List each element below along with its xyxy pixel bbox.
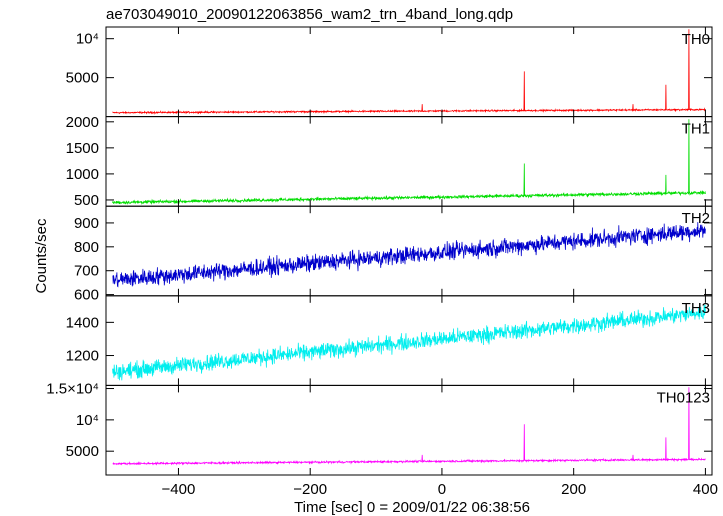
panel-frame: [105, 205, 713, 297]
y-tick-label: 1200: [66, 348, 99, 365]
panel-label-th0: TH0: [682, 31, 710, 48]
x-tick-label: 400: [693, 481, 718, 498]
x-tick-label: 0: [438, 481, 446, 498]
x-tick-label: −400: [162, 481, 196, 498]
y-tick-label: 1.5×10⁴: [46, 381, 99, 398]
x-tick-label: 200: [561, 481, 586, 498]
panel-label-th1: TH1: [682, 121, 710, 138]
x-axis-label: Time [sec] 0 = 2009/01/22 06:38:56: [294, 499, 530, 516]
panel-th0123: 5000 10⁴ 1.5×10⁴ TH0123: [46, 381, 713, 476]
series-line-th0: [112, 29, 706, 115]
panel-label-th3: TH3: [682, 300, 710, 317]
y-tick-label: 1400: [66, 314, 99, 331]
panel-label-th2: TH2: [682, 210, 710, 227]
y-tick-label: 1000: [66, 166, 99, 183]
panel-th2: 600 700 800 900 TH2: [74, 205, 713, 304]
panel-frame: [105, 295, 713, 386]
panel-label-th0123: TH0123: [657, 389, 710, 406]
panel-frame: [105, 384, 713, 476]
panel-th1: 500 1000 1500 2000 TH1: [66, 114, 713, 209]
y-axis-label: Counts/sec: [33, 218, 50, 294]
panel-th3: 1200 1400 TH3: [66, 295, 713, 386]
y-tick-label: 500: [74, 192, 99, 209]
panel-frame: [105, 26, 713, 118]
series-line-th3: [112, 304, 706, 381]
x-tick-label: −200: [293, 481, 327, 498]
y-tick-label: 800: [74, 239, 99, 256]
y-tick-label: 5000: [66, 443, 99, 460]
series-line-th2: [112, 222, 706, 288]
figure-title: ae703049010_20090122063856_wam2_trn_4ban…: [106, 6, 513, 23]
y-tick-label: 600: [74, 287, 99, 304]
x-axis: −400 −200 0 200 400: [162, 481, 718, 498]
series-line-th0123: [112, 387, 706, 466]
y-tick-label: 10⁴: [76, 31, 99, 48]
y-tick-label: 2000: [66, 114, 99, 131]
y-tick-label: 5000: [66, 70, 99, 87]
panel-th0: 5000 10⁴ TH0: [66, 26, 713, 118]
y-tick-label: 10⁴: [76, 412, 99, 429]
y-tick-label: 900: [74, 215, 99, 232]
series-line-th1: [112, 119, 706, 205]
chart-panels: 5000 10⁴ TH0 500 1000 1500 2000 TH1 600 700 800 900…: [46, 26, 713, 476]
y-tick-label: 1500: [66, 140, 99, 157]
y-tick-label: 700: [74, 263, 99, 280]
